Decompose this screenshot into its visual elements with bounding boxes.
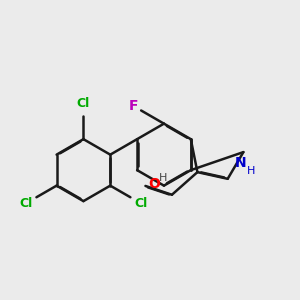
Text: H: H [158, 173, 167, 183]
Text: Cl: Cl [77, 97, 90, 110]
Text: F: F [129, 99, 138, 113]
Text: N: N [235, 156, 246, 170]
Text: O: O [148, 177, 160, 191]
Text: Cl: Cl [134, 197, 148, 210]
Text: H: H [247, 166, 255, 176]
Text: Cl: Cl [19, 197, 32, 210]
